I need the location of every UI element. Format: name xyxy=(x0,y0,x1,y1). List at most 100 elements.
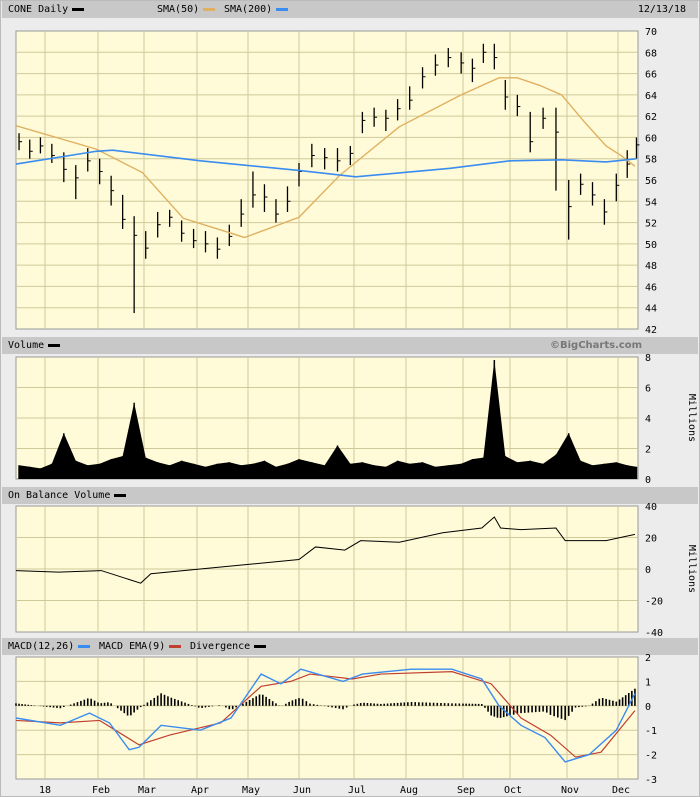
obv-text: On Balance Volume xyxy=(8,490,111,501)
price-bar xyxy=(18,133,23,151)
obv-y-tick-label: 0 xyxy=(645,565,651,576)
x-tick-label: Dec xyxy=(612,785,630,796)
price-bar xyxy=(482,43,487,63)
macd-y-tick-label: 1 xyxy=(645,677,651,688)
price-bar xyxy=(447,48,452,68)
price-bar xyxy=(471,58,476,83)
macd-ema-line xyxy=(15,671,636,758)
chart-date: 12/13/18 xyxy=(637,4,686,15)
divergence-text: Divergence xyxy=(190,641,251,652)
price-y-tick-label: 56 xyxy=(645,176,657,187)
volume-y-tick-label: 2 xyxy=(645,445,651,456)
price-bar xyxy=(373,107,378,127)
macd-y-tick-label: -1 xyxy=(645,726,657,737)
obv-y-tick-label: -20 xyxy=(645,597,663,608)
price-header: CONE Daily SMA(50) SMA(200) 12/13/18 xyxy=(2,1,698,18)
x-tick-label: Jun xyxy=(293,785,311,796)
price-bar xyxy=(252,171,256,208)
sma50-legend: SMA(50) xyxy=(157,1,216,18)
sma200-swatch xyxy=(276,7,289,11)
symbol-text: CONE Daily xyxy=(8,4,69,15)
sma200-line xyxy=(15,149,637,178)
price-bar xyxy=(635,137,640,159)
x-tick-label: Feb xyxy=(92,785,110,796)
price-bar xyxy=(75,165,79,200)
price-y-tick-label: 44 xyxy=(645,304,657,315)
sma50-swatch xyxy=(203,7,216,11)
price-bar xyxy=(579,173,584,195)
price-bar xyxy=(603,199,608,225)
macd-y-tick-label: 0 xyxy=(645,702,651,713)
sma200-legend: SMA(200) xyxy=(224,1,289,18)
obv-y-axis-label: Millions xyxy=(686,545,697,593)
obv-legend: On Balance Volume xyxy=(8,487,127,504)
price-bar xyxy=(615,173,620,202)
volume-header: Volume ©BigCharts.com xyxy=(2,337,698,354)
price-bar xyxy=(626,150,631,178)
price-bar xyxy=(434,54,439,76)
x-tick-label: Apr xyxy=(191,785,209,796)
macd-plot-area xyxy=(15,656,639,780)
price-bar xyxy=(516,94,521,117)
obv-y-tick-label: 40 xyxy=(645,502,657,513)
volume-y-tick-label: 6 xyxy=(645,384,651,395)
price-y-tick-label: 52 xyxy=(645,219,657,230)
price-bar xyxy=(421,67,426,89)
price-bar xyxy=(324,148,328,170)
price-bar xyxy=(204,231,209,253)
ema-swatch xyxy=(169,644,182,648)
macd-header: MACD(12,26) MACD EMA(9) Divergence xyxy=(2,638,698,655)
price-bar xyxy=(240,199,245,227)
price-bar xyxy=(180,220,185,242)
volume-y-axis-label: Millions xyxy=(686,394,697,442)
macd-y-tick-label: -2 xyxy=(645,751,657,762)
macd-y-tick-label: -3 xyxy=(645,775,657,786)
bigcharts-credit: ©BigCharts.com xyxy=(550,340,643,351)
volume-y-tick-label: 0 xyxy=(645,475,651,486)
price-y-tick-label: 42 xyxy=(645,325,657,336)
obv-y-tick-label: -40 xyxy=(645,628,663,639)
price-bar xyxy=(133,216,138,314)
obv-line xyxy=(15,516,636,584)
price-bar xyxy=(504,79,509,110)
price-bar xyxy=(568,180,572,240)
price-y-tick-label: 60 xyxy=(645,133,657,144)
macd-legend: MACD(12,26) xyxy=(8,638,91,655)
price-bar xyxy=(349,145,354,166)
x-tick-label: Mar xyxy=(138,785,156,796)
volume-y-tick-label: 4 xyxy=(645,414,651,425)
macd-line xyxy=(15,668,636,763)
price-bar xyxy=(121,194,126,229)
price-y-tick-label: 70 xyxy=(645,27,657,38)
x-tick-label: Jul xyxy=(348,785,366,796)
price-bar xyxy=(460,52,465,74)
price-bar xyxy=(110,175,115,206)
price-bar xyxy=(216,237,221,259)
price-bar xyxy=(493,43,498,70)
macd-y-tick-label: 2 xyxy=(645,653,651,664)
price-y-tick-label: 66 xyxy=(645,70,657,81)
x-tick-label: Oct xyxy=(504,785,522,796)
sma200-text: SMA(200) xyxy=(224,4,273,15)
price-bar xyxy=(263,184,268,212)
price-bar xyxy=(542,107,547,129)
price-bar xyxy=(286,186,291,212)
price-y-tick-label: 62 xyxy=(645,112,657,123)
x-tick-label: Nov xyxy=(561,785,579,796)
volume-text: Volume xyxy=(8,340,45,351)
x-tick-label: Sep xyxy=(457,785,475,796)
price-bar xyxy=(29,139,33,159)
volume-area xyxy=(19,360,637,479)
price-bar xyxy=(396,99,401,121)
price-bar xyxy=(409,86,413,110)
price-bar xyxy=(555,107,559,191)
price-bar xyxy=(385,109,389,132)
x-tick-label: Aug xyxy=(400,785,418,796)
price-bar xyxy=(591,182,596,206)
price-bar xyxy=(529,111,534,153)
obv-y-tick-label: 20 xyxy=(645,534,657,545)
volume-legend: Volume xyxy=(8,337,61,354)
divergence-legend: Divergence xyxy=(190,638,267,655)
price-bar xyxy=(98,158,103,185)
